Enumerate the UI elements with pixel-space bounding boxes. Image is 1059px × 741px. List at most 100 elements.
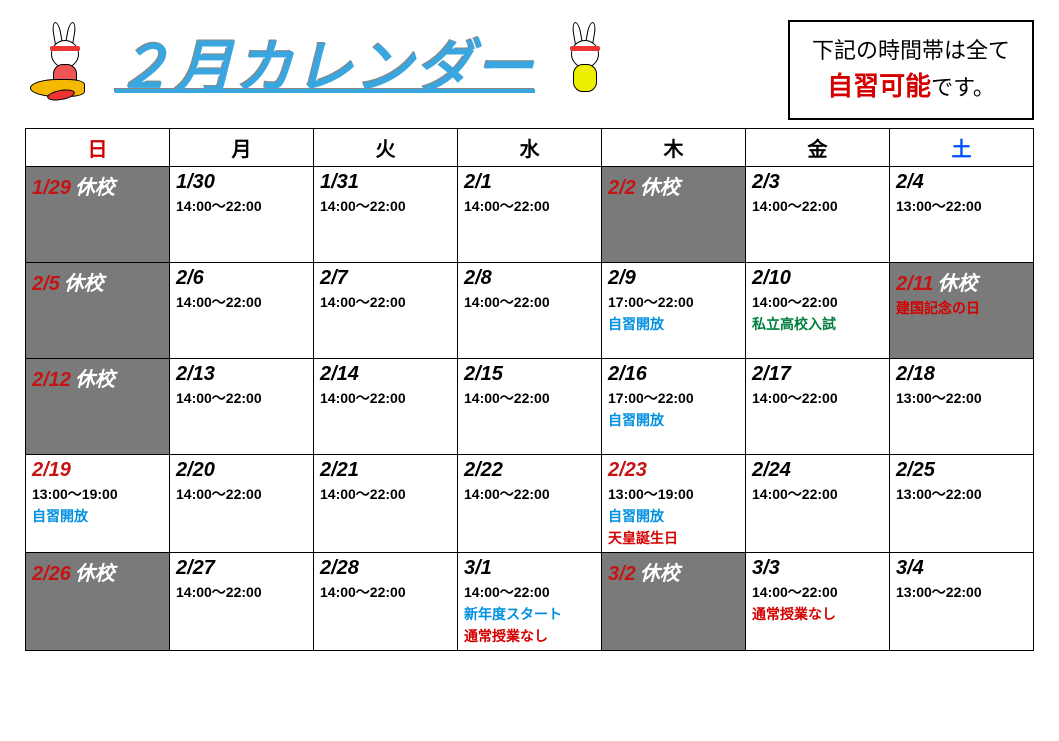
calendar-cell: 2/814:00～22:00: [458, 263, 602, 359]
cell-date: 2/9: [608, 267, 636, 289]
closed-label: 休校: [64, 273, 104, 295]
calendar-cell: 2/6 14:00～22:00: [170, 263, 314, 359]
info-post: です。: [931, 75, 995, 100]
calendar-body: 1/29休校1/3014:00～22:001/3114:00～22:002/11…: [26, 167, 1034, 651]
cell-hours: 14:00～22:00: [320, 292, 451, 312]
cell-note: 通常授業なし: [464, 626, 595, 646]
cell-hours: 14:00～22:00: [464, 196, 595, 216]
calendar-cell: 2/2513:00～22:00: [890, 455, 1034, 553]
calendar-cell: 2/1617:00～22:00自習開放: [602, 359, 746, 455]
closed-label: 休校: [75, 177, 115, 199]
cell-hours: 14:00～22:00: [752, 484, 883, 504]
cell-date: 2/5: [32, 273, 60, 295]
day-header: 月: [170, 129, 314, 167]
cell-date: 2/24: [752, 459, 791, 481]
mascot-right-icon: [545, 22, 625, 102]
cell-date: 2/4: [896, 171, 924, 193]
cell-date: 2/3: [752, 171, 780, 193]
calendar-cell: 2/2313:00～19:00自習開放天皇誕生日: [602, 455, 746, 553]
cell-hours: 13:00～22:00: [896, 388, 1027, 408]
cell-hours: 14:00～22:00: [752, 196, 883, 216]
cell-date: 2/6: [176, 267, 204, 289]
cell-date: 2/1: [464, 171, 492, 193]
cell-date: 2/27: [176, 557, 215, 579]
cell-date: 2/25: [896, 459, 935, 481]
day-header: 日: [26, 129, 170, 167]
info-line2: 自習可能です。: [812, 67, 1010, 106]
cell-date: 2/16: [608, 363, 647, 385]
info-box: 下記の時間帯は全て 自習可能です。: [788, 20, 1034, 120]
calendar-cell: 2/2休校: [602, 167, 746, 263]
cell-hours: 13:00～22:00: [896, 196, 1027, 216]
calendar-cell: 2/2114:00～22:00: [314, 455, 458, 553]
calendar-cell: 2/26休校: [26, 553, 170, 651]
day-header: 金: [746, 129, 890, 167]
cell-date: 2/21: [320, 459, 359, 481]
calendar-cell: 3/2休校: [602, 553, 746, 651]
calendar-cell: 2/12休校: [26, 359, 170, 455]
cell-date: 2/22: [464, 459, 503, 481]
calendar-cell: 2/22 14:00～22:00: [458, 455, 602, 553]
cell-note: 自習開放: [608, 410, 739, 430]
page-title: ２月カレンダー: [115, 20, 535, 104]
cell-hours: 14:00～22:00: [464, 484, 595, 504]
cell-hours: 14:00～22:00: [320, 196, 451, 216]
calendar-row: 2/5休校2/614:00～22:002/714:00～22:002/814:0…: [26, 263, 1034, 359]
cell-date: 1/29: [32, 177, 71, 199]
calendar-cell: 1/30 14:00～22:00: [170, 167, 314, 263]
calendar-head: 日月火水木金土: [26, 129, 1034, 167]
cell-note: 通常授業なし: [752, 604, 883, 624]
cell-date: 2/2: [608, 177, 636, 199]
closed-label: 休校: [75, 563, 115, 585]
cell-date: 2/11: [896, 273, 933, 295]
cell-note: 自習開放: [608, 506, 739, 526]
cell-hours: 13:00～19:00: [608, 484, 739, 504]
cell-date: 2/20: [176, 459, 215, 481]
cell-date: 1/30: [176, 171, 215, 193]
cell-hours: 14:00～22:00: [176, 196, 307, 216]
day-header: 土: [890, 129, 1034, 167]
closed-label: 休校: [937, 273, 977, 295]
calendar-cell: 2/2714:00～22:00: [170, 553, 314, 651]
cell-date: 2/23: [608, 459, 647, 481]
calendar-cell: 1/29休校: [26, 167, 170, 263]
cell-date: 2/13: [176, 363, 215, 385]
calendar-cell: 2/1813:00～22:00: [890, 359, 1034, 455]
cell-date: 3/2: [608, 563, 636, 585]
calendar-cell: 2/917:00～22:00自習開放: [602, 263, 746, 359]
cell-date: 2/12: [32, 369, 71, 391]
cell-hours: 14:00～22:00: [176, 484, 307, 504]
cell-hours: 17:00～22:00: [608, 292, 739, 312]
cell-note: 新年度スタート: [464, 604, 595, 624]
calendar-cell: 2/13 14:00～22:00: [170, 359, 314, 455]
calendar-cell: 2/1014:00～22:00私立高校入試: [746, 263, 890, 359]
calendar-cell: 2/2814:00～22:00: [314, 553, 458, 651]
cell-date: 3/1: [464, 557, 492, 579]
info-emph: 自習可能: [827, 71, 931, 101]
day-header: 火: [314, 129, 458, 167]
calendar-row: 2/1913:00～19:00自習開放2/2014:00～22:002/2114…: [26, 455, 1034, 553]
closed-label: 休校: [640, 177, 680, 199]
title-block: ２月カレンダー: [25, 20, 768, 104]
cell-hours: 14:00～22:00: [464, 582, 595, 602]
cell-date: 2/26: [32, 563, 71, 585]
calendar-cell: 2/714:00～22:00: [314, 263, 458, 359]
calendar-cell: 3/314:00～22:00通常授業なし: [746, 553, 890, 651]
cell-hours: 14:00～22:00: [752, 388, 883, 408]
calendar-cell: 2/1414:00～22:00: [314, 359, 458, 455]
cell-hours: 14:00～22:00: [176, 292, 307, 312]
calendar-row: 1/29休校1/3014:00～22:001/3114:00～22:002/11…: [26, 167, 1034, 263]
cell-date: 2/8: [464, 267, 492, 289]
cell-date: 2/28: [320, 557, 359, 579]
header-row: ２月カレンダー 下記の時間帯は全て 自習可能です。: [25, 20, 1034, 120]
cell-hours: 14:00～22:00: [176, 388, 307, 408]
calendar-cell: 2/3 14:00～22:00: [746, 167, 890, 263]
calendar-cell: 2/11休校建国記念の日: [890, 263, 1034, 359]
cell-date: 2/19: [32, 459, 71, 481]
cell-date: 2/15: [464, 363, 503, 385]
calendar-cell: 3/1 14:00～22:00新年度スタート通常授業なし: [458, 553, 602, 651]
cell-hours: 13:00～22:00: [896, 582, 1027, 602]
calendar-cell: 2/1 14:00～22:00: [458, 167, 602, 263]
cell-note: 私立高校入試: [752, 314, 883, 334]
calendar-cell: 2/5休校: [26, 263, 170, 359]
